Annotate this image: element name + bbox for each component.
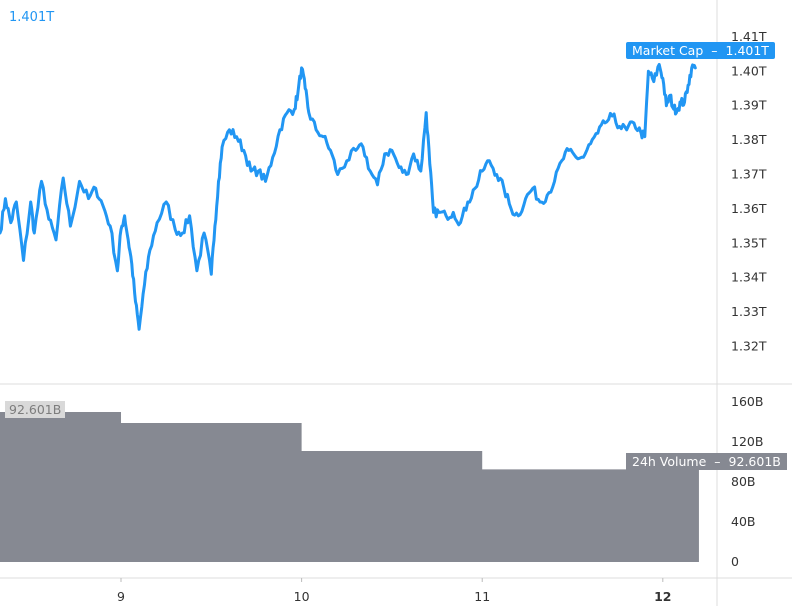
volume-last-value: 92.601B [5,401,66,418]
volume-price-tag: 24h Volume –92.601B [626,453,787,470]
volume-tick-label: 160B [731,394,763,409]
time-tick-label: 9 [117,589,125,604]
price-tick-label: 1.35T [731,235,767,250]
market-cap-line [0,62,697,331]
time-tick-label: 11 [474,589,490,604]
price-tick-label: 1.32T [731,339,767,354]
volume-tick-label: 120B [731,434,763,449]
market-cap-last-value: 1.401T [9,10,55,25]
volume-tag-value: 92.601B [728,454,781,469]
time-tick-label: 12 [654,589,671,604]
tag-separator: – [711,43,718,58]
market-cap-tag-name: Market Cap [632,43,704,58]
time-tick-label: 10 [294,589,310,604]
volume-tick-label: 80B [731,474,755,489]
volume-tick-label: 0 [731,554,739,569]
price-tick-label: 1.38T [731,132,767,147]
tag-separator: – [714,454,721,469]
price-tick-label: 1.39T [731,98,767,113]
price-tick-label: 1.41T [731,29,767,44]
market-cap-tag-value: 1.401T [725,43,769,58]
volume-axis: 160B 120B 80B 40B 0 [731,394,763,569]
time-axis: 9 10 11 12 [117,578,672,604]
price-tick-label: 1.34T [731,270,767,285]
price-tick-label: 1.37T [731,167,767,182]
volume-area [0,412,699,562]
volume-step-fill [0,412,699,562]
price-tick-label: 1.36T [731,201,767,216]
price-tick-label: 1.40T [731,63,767,78]
volume-tick-label: 40B [731,514,755,529]
volume-tag-name: 24h Volume [632,454,707,469]
price-tick-label: 1.33T [731,304,767,319]
price-axis: 1.41T 1.40T 1.39T 1.38T 1.37T 1.36T 1.35T 1.34T… [731,29,767,354]
market-cap-price-tag: Market Cap –1.401T [626,42,775,59]
